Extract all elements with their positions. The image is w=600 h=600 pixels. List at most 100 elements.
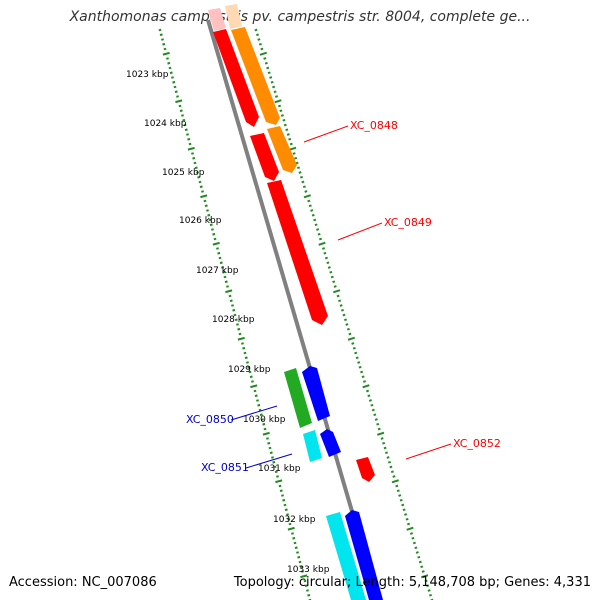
outer-ring-tick xyxy=(289,142,293,146)
inner-ring-tick xyxy=(187,137,191,141)
inner-ring-tick xyxy=(275,479,283,484)
inner-ring-tick xyxy=(166,57,169,60)
outer-ring-tick xyxy=(285,128,289,132)
outer-ring-tick xyxy=(260,47,264,51)
gene-arrow-blue-bottom[interactable] xyxy=(345,510,383,600)
outer-ring-tick xyxy=(348,332,352,336)
outer-ring-tick xyxy=(270,80,274,84)
outer-ring-tick xyxy=(333,289,341,294)
inner-ring-tick xyxy=(246,361,249,364)
gene-label-xc0848[interactable]: XC_0848 xyxy=(350,119,398,132)
gene-arrow-blue-1[interactable] xyxy=(302,366,330,421)
inner-ring-tick xyxy=(193,161,197,165)
outer-ring-tick xyxy=(411,536,415,540)
gene-arrow-xc0849[interactable] xyxy=(267,180,328,325)
outer-ring-tick xyxy=(351,342,355,345)
tick-label-1023: 1023 kbp xyxy=(126,70,169,80)
outer-ring-tick xyxy=(420,565,424,569)
gene-arrow-green[interactable] xyxy=(284,368,312,428)
inner-ring-tick xyxy=(271,456,274,459)
gene-label-xc0851[interactable]: XC_0851 xyxy=(201,461,249,474)
gene-label-xc0852[interactable]: XC_0852 xyxy=(453,437,501,450)
outer-ring-tick xyxy=(313,218,317,222)
gene-arrow-red-1[interactable] xyxy=(213,29,259,127)
inner-ring-tick xyxy=(294,546,298,550)
outer-ring-tick xyxy=(295,161,299,165)
inner-ring-tick xyxy=(187,146,195,151)
genome-backbone xyxy=(206,19,380,600)
inner-ring-tick xyxy=(262,422,266,426)
inner-ring-tick xyxy=(254,394,258,398)
inner-ring-tick xyxy=(269,451,273,455)
gene-arrow-xc0852[interactable] xyxy=(356,457,375,482)
gene-arrow-xc0850-cyan[interactable] xyxy=(303,430,322,462)
inner-ring-tick xyxy=(248,370,252,374)
genome-summary-text: Topology: circular; Length: 5,148,708 bp… xyxy=(233,575,591,590)
inner-ring-tick xyxy=(167,61,171,65)
inner-ring-tick xyxy=(184,128,188,132)
inner-ring-tick xyxy=(300,574,308,579)
gene-label-xc0850[interactable]: XC_0850 xyxy=(186,413,234,426)
orf-arrow-orange-2[interactable] xyxy=(267,126,297,173)
outer-ring-tick xyxy=(347,336,355,341)
outer-ring-tick xyxy=(395,484,399,488)
inner-ring-tick xyxy=(181,114,184,117)
gene-arrow-partial-pink[interactable] xyxy=(208,8,226,31)
inner-ring-tick xyxy=(283,503,287,507)
inner-ring-tick xyxy=(196,171,199,174)
tick-label-1026: 1026 kbp xyxy=(179,216,222,226)
inner-ring-tick xyxy=(301,570,304,573)
inner-ring-tick xyxy=(284,508,288,512)
outer-ring-tick xyxy=(365,389,370,393)
gene-arrow-xc0851-blue[interactable] xyxy=(320,429,341,457)
inner-ring-tick xyxy=(249,375,253,379)
inner-ring-tick xyxy=(241,342,244,345)
tick-label-1030: 1030 kbp xyxy=(243,415,286,425)
orf-arrow-orange-1[interactable] xyxy=(231,27,280,125)
gene-arrow-xc0848[interactable] xyxy=(250,133,279,181)
inner-ring-tick xyxy=(158,28,162,32)
inner-ring-tick xyxy=(273,465,277,469)
inner-ring-tick xyxy=(201,190,204,193)
outer-ring-tick xyxy=(269,76,273,79)
outer-ring-tick xyxy=(371,408,375,412)
gene-label-xc0849[interactable]: XC_0849 xyxy=(384,216,432,229)
outer-ring-tick xyxy=(327,266,331,269)
outer-ring-tick xyxy=(280,114,284,117)
inner-ring-tick xyxy=(259,413,263,417)
outer-ring-tick xyxy=(298,171,302,174)
inner-ring-tick xyxy=(247,365,251,369)
outer-ring-tick xyxy=(390,470,394,474)
outer-ring-tick xyxy=(417,555,421,559)
gene-arrow-cyan-bottom[interactable] xyxy=(326,512,366,600)
inner-ring-tick xyxy=(237,336,245,341)
inner-ring-tick xyxy=(221,266,224,269)
gene-arrow-partial-peach[interactable] xyxy=(225,4,242,29)
inner-ring-tick xyxy=(306,589,309,592)
inner-ring-tick xyxy=(261,418,264,421)
inner-ring-tick xyxy=(206,209,209,212)
inner-ring-tick xyxy=(172,80,176,84)
outer-ring-tick xyxy=(267,71,271,75)
outer-ring-tick xyxy=(380,437,384,440)
inner-ring-tick xyxy=(251,380,254,383)
inner-ring-tick xyxy=(258,408,262,412)
inner-ring-tick xyxy=(211,228,214,231)
outer-ring-tick xyxy=(318,241,326,246)
inner-ring-tick xyxy=(159,33,163,37)
inner-ring-tick xyxy=(263,427,267,431)
outer-ring-tick xyxy=(392,475,396,478)
outer-ring-tick xyxy=(352,346,356,350)
inner-ring-tick xyxy=(242,346,246,350)
inner-ring-tick xyxy=(223,275,227,279)
outer-ring-tick xyxy=(362,380,367,383)
outer-ring-tick xyxy=(368,399,372,402)
inner-ring-tick xyxy=(179,109,183,113)
outer-ring-tick xyxy=(307,199,311,203)
outer-ring-tick xyxy=(396,489,400,493)
outer-ring-tick xyxy=(258,42,262,46)
outer-ring-tick xyxy=(406,526,414,531)
tick-label-1027: 1027 kbp xyxy=(196,266,239,276)
outer-ring-tick xyxy=(263,57,267,60)
